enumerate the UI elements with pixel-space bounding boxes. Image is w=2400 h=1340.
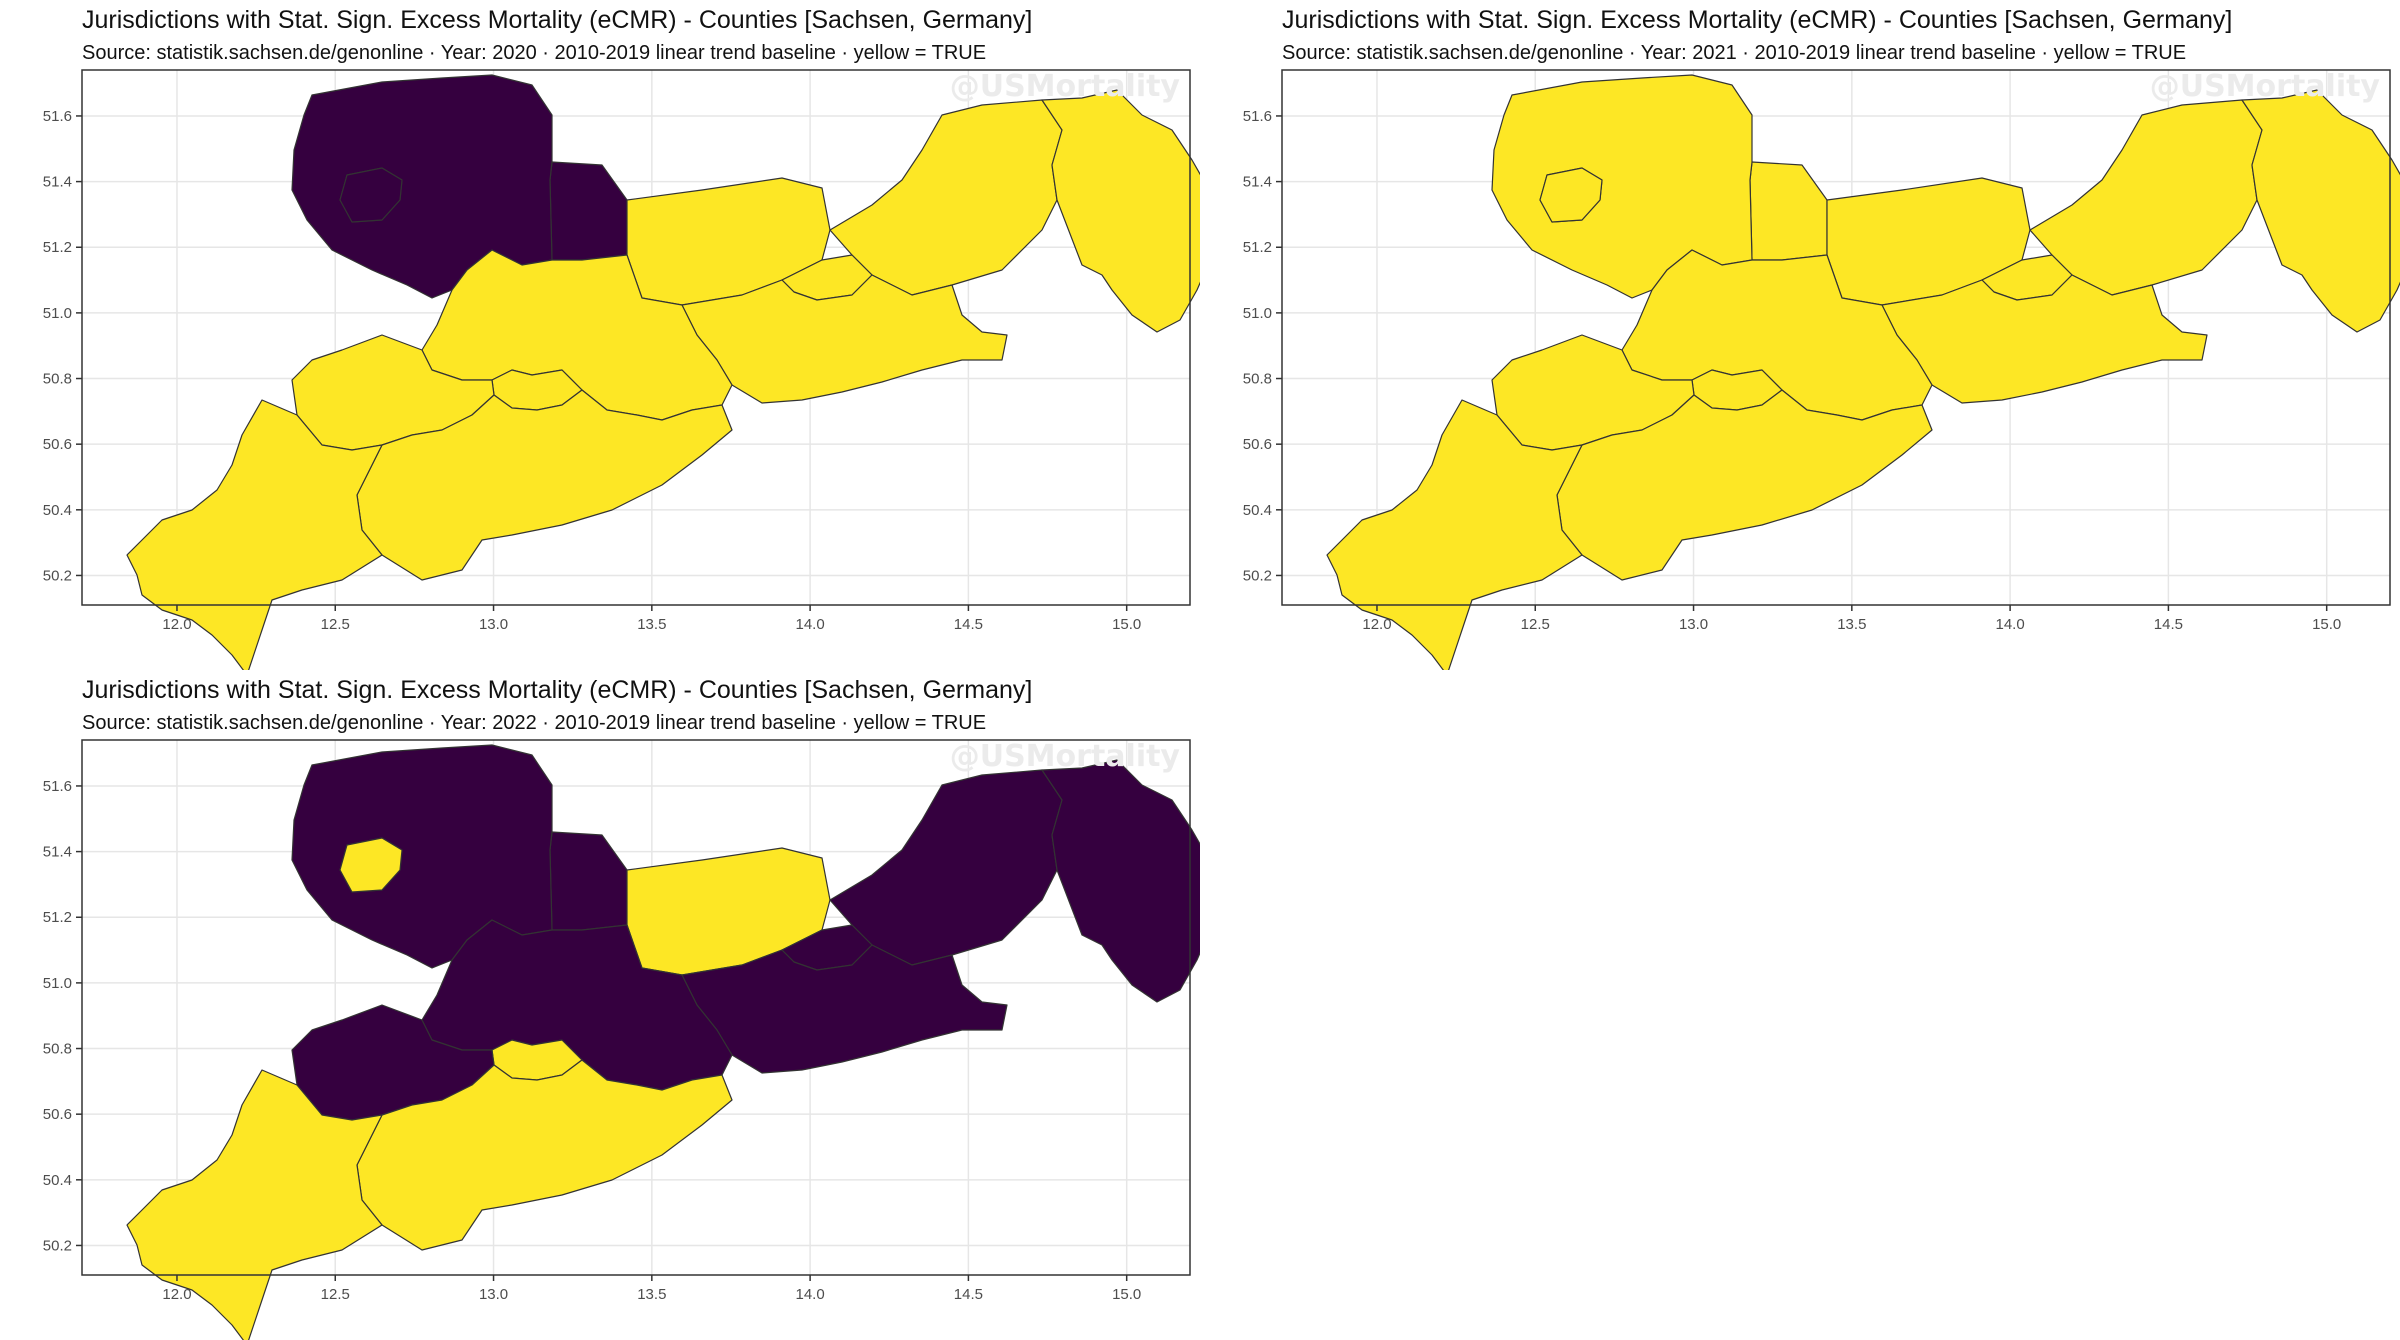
- map-panel-2021: @USMortality 12.0 12.5 13.0 13.5 14.0 14.5 15.0…: [1200, 0, 2400, 670]
- plot-frame: [1281, 69, 2391, 606]
- map-svg: @USMortality 12.0 12.5 13.0 13.5 14.0 14.5 15.0…: [43, 69, 1200, 670]
- y-tick-label: 50.2: [43, 567, 72, 584]
- watermark: @USMortality: [2150, 69, 2381, 104]
- x-tick-label: 12.0: [162, 1286, 191, 1303]
- y-tick-label: 51.0: [43, 305, 72, 322]
- axis-ticks: 12.0 12.5 13.0 13.5 14.0 14.5 15.0 50.2 50.4 50.6…: [43, 108, 1141, 633]
- map-svg: @USMortality 12.0 12.5 13.0 13.5 14.0 14.5 15.0…: [43, 739, 1200, 1340]
- panel-title: Jurisdictions with Stat. Sign. Excess Mo…: [82, 6, 1033, 34]
- x-tick-label: 13.5: [1837, 616, 1866, 633]
- county-goerlitz: [1041, 759, 1200, 1003]
- x-tick-label: 13.0: [479, 1286, 508, 1303]
- county-leipzig-city: [1539, 167, 1603, 223]
- y-tick-label: 50.4: [43, 502, 72, 519]
- panel-subtitle: Source: statistik.sachsen.de/genonline ·…: [1282, 42, 2187, 64]
- x-tick-label: 13.0: [1679, 616, 1708, 633]
- x-tick-label: 13.5: [637, 1286, 666, 1303]
- y-tick-label: 51.0: [43, 975, 72, 992]
- county-bautzen: [829, 769, 1063, 966]
- y-tick-label: 50.8: [43, 1041, 72, 1058]
- y-tick-label: 50.4: [43, 1172, 72, 1189]
- y-tick-label: 51.6: [43, 108, 72, 125]
- x-tick-label: 15.0: [1112, 1286, 1141, 1303]
- y-tick-label: 51.2: [1243, 239, 1272, 256]
- x-tick-label: 14.5: [954, 1286, 983, 1303]
- panel-subtitle: Source: statistik.sachsen.de/genonline ·…: [82, 712, 987, 734]
- y-tick-label: 51.4: [1243, 174, 1272, 191]
- county-vogtland: [1326, 399, 1583, 670]
- plot-frame: [81, 739, 1191, 1276]
- y-tick-label: 50.6: [1243, 436, 1272, 453]
- county-saechsische-schweiz: [681, 944, 1008, 1074]
- county-nordsachsen: [549, 161, 628, 261]
- x-tick-label: 14.0: [796, 616, 825, 633]
- county-erzgebirge: [356, 389, 733, 581]
- x-tick-label: 12.5: [1521, 616, 1550, 633]
- x-tick-label: 13.5: [637, 616, 666, 633]
- y-tick-label: 51.4: [43, 844, 72, 861]
- county-bautzen: [829, 99, 1063, 296]
- x-tick-label: 14.0: [1996, 616, 2025, 633]
- map-svg: @USMortality 12.0 12.5 13.0 13.5 14.0 14.5 15.0…: [1243, 69, 2400, 670]
- watermark: @USMortality: [950, 739, 1181, 774]
- county-nordsachsen: [1749, 161, 1828, 261]
- x-tick-label: 15.0: [1112, 616, 1141, 633]
- x-tick-label: 13.0: [479, 616, 508, 633]
- county-saechsische-schweiz: [681, 274, 1008, 404]
- y-tick-label: 51.4: [43, 174, 72, 191]
- panel-title: Jurisdictions with Stat. Sign. Excess Mo…: [1282, 6, 2233, 34]
- map-panel-2020: @USMortality 12.0 12.5 13.0 13.5 14.0 14.5 15.0…: [0, 0, 1200, 670]
- y-tick-label: 51.6: [1243, 108, 1272, 125]
- y-tick-label: 51.2: [43, 239, 72, 256]
- county-goerlitz: [2241, 89, 2400, 333]
- x-tick-label: 12.0: [1362, 616, 1391, 633]
- panel-subtitle: Source: statistik.sachsen.de/genonline ·…: [82, 42, 987, 64]
- county-goerlitz: [1041, 89, 1200, 333]
- y-tick-label: 50.2: [1243, 567, 1272, 584]
- county-erzgebirge: [356, 1059, 733, 1251]
- y-tick-label: 51.0: [1243, 305, 1272, 322]
- map-panel-2022: @USMortality 12.0 12.5 13.0 13.5 14.0 14.5 15.0…: [0, 670, 1200, 1340]
- county-vogtland: [126, 1069, 383, 1340]
- y-tick-label: 50.8: [1243, 371, 1272, 388]
- county-nordsachsen: [549, 831, 628, 931]
- y-tick-label: 51.6: [43, 778, 72, 795]
- county-erzgebirge: [1556, 389, 1933, 581]
- axis-ticks: 12.0 12.5 13.0 13.5 14.0 14.5 15.0 50.2 50.4 50.6…: [1243, 108, 2341, 633]
- x-tick-label: 12.0: [162, 616, 191, 633]
- counties: [126, 74, 1200, 670]
- y-tick-label: 50.8: [43, 371, 72, 388]
- county-vogtland: [126, 399, 383, 670]
- county-leipzig-city: [339, 167, 403, 223]
- county-saechsische-schweiz: [1881, 274, 2208, 404]
- y-tick-label: 50.4: [1243, 502, 1272, 519]
- county-bautzen: [2029, 99, 2263, 296]
- x-tick-label: 15.0: [2312, 616, 2341, 633]
- axis-ticks: 12.0 12.5 13.0 13.5 14.0 14.5 15.0 50.2 50.4 50.6…: [43, 778, 1141, 1303]
- x-tick-label: 12.5: [321, 616, 350, 633]
- county-leipzig-city: [339, 837, 403, 893]
- x-tick-label: 14.0: [796, 1286, 825, 1303]
- y-tick-label: 50.2: [43, 1237, 72, 1254]
- plot-frame: [81, 69, 1191, 606]
- x-tick-label: 14.5: [954, 616, 983, 633]
- watermark: @USMortality: [950, 69, 1181, 104]
- panel-title: Jurisdictions with Stat. Sign. Excess Mo…: [82, 676, 1033, 704]
- y-tick-label: 50.6: [43, 436, 72, 453]
- counties: [1326, 74, 2400, 670]
- x-tick-label: 14.5: [2154, 616, 2183, 633]
- y-tick-label: 50.6: [43, 1106, 72, 1123]
- x-tick-label: 12.5: [321, 1286, 350, 1303]
- counties: [126, 744, 1200, 1340]
- y-tick-label: 51.2: [43, 909, 72, 926]
